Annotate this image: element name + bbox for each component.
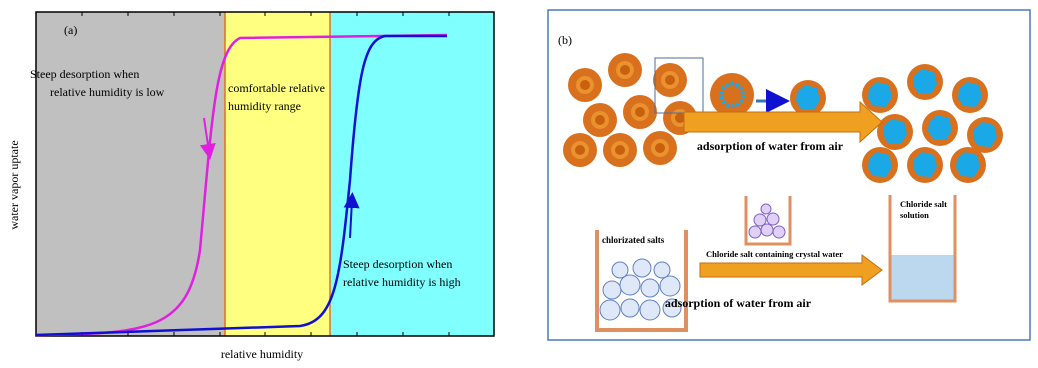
annotation: relative humidity is low <box>50 85 165 99</box>
mof-filled <box>862 64 1003 183</box>
x-axis-label: relative humidity <box>221 347 303 361</box>
beaker-label: Chloride salt containing crystal water <box>706 249 843 259</box>
annotation: comfortable relative <box>228 81 325 95</box>
arrow-label: adsorption of water from air <box>665 296 812 310</box>
panel-b: (b) adsorption of water from air <box>548 10 1030 340</box>
arrow-label: adsorption of water from air <box>697 139 844 153</box>
y-axis-label: water vapor uptate <box>7 140 21 229</box>
beaker-label: solution <box>900 210 929 220</box>
beaker-label: chlorizated salts <box>602 235 665 245</box>
low-region <box>36 12 225 336</box>
annotation: humidity range <box>228 99 301 113</box>
panel-a: (a) Steep desorption when relative humid… <box>7 12 494 361</box>
figure: (a) Steep desorption when relative humid… <box>0 0 1038 363</box>
panel-label: (b) <box>558 33 572 47</box>
annotation: Steep desorption when <box>343 257 452 271</box>
annotation: relative humidity is high <box>343 275 461 289</box>
panel-label: (a) <box>64 23 77 37</box>
beaker-label: Chloride salt <box>900 199 947 209</box>
annotation: Steep desorption when <box>30 67 139 81</box>
comfort-region <box>225 12 330 336</box>
